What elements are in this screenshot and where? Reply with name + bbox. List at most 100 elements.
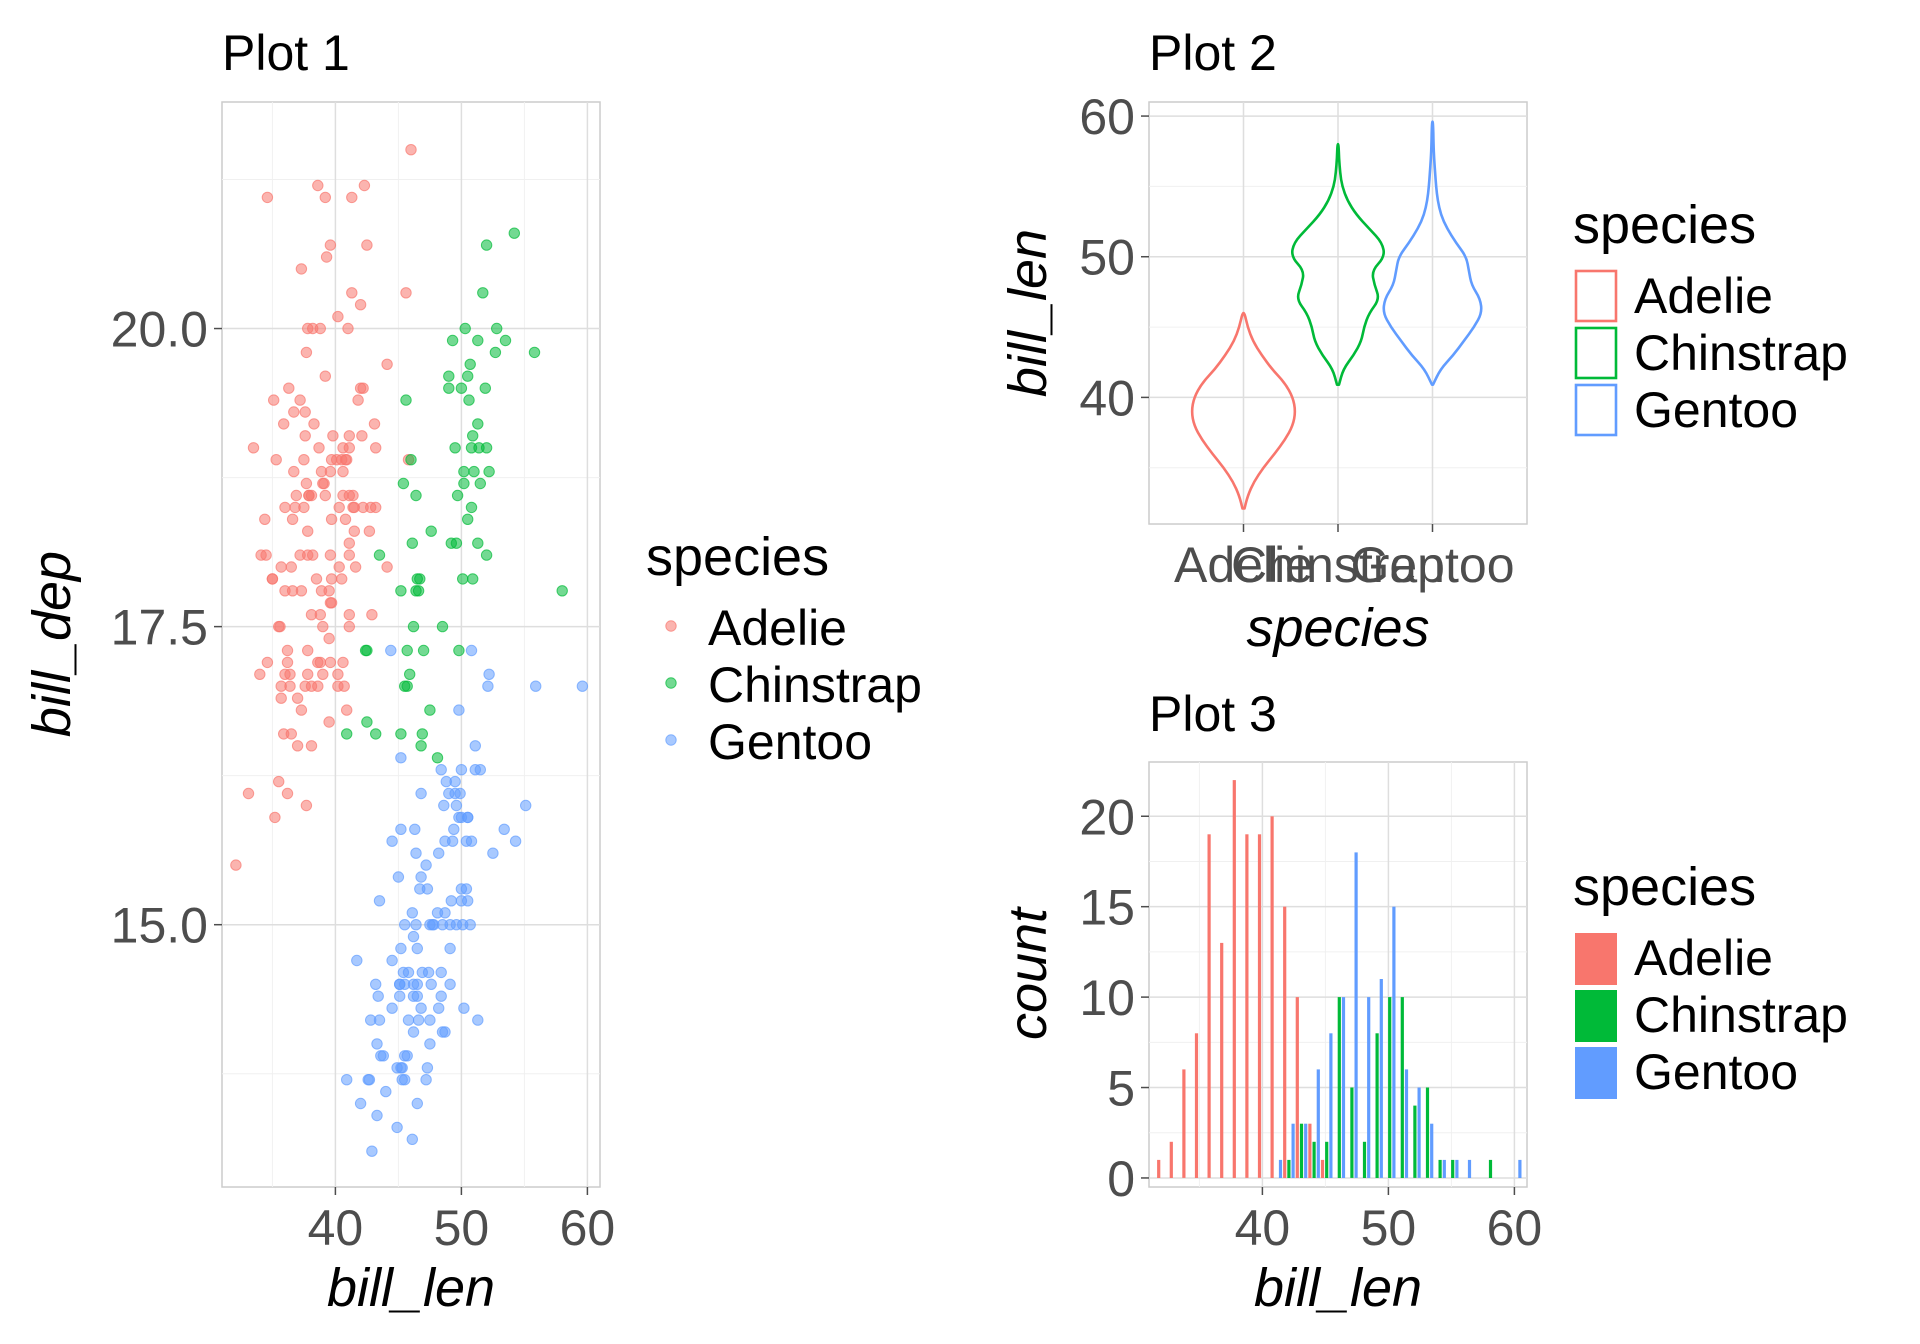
scatter-point-chinstrap bbox=[405, 454, 417, 466]
scatter-point-adelie bbox=[381, 561, 393, 573]
scatter-point-gentoo bbox=[431, 907, 444, 919]
legend-label-gentoo: Gentoo bbox=[1634, 382, 1798, 438]
scatter-point-adelie bbox=[332, 310, 344, 323]
scatter-point-gentoo bbox=[424, 1014, 436, 1026]
scatter-point-chinstrap bbox=[489, 346, 502, 359]
scatter-point-adelie bbox=[356, 430, 368, 442]
scatter-point-chinstrap bbox=[417, 644, 430, 657]
scatter-point-adelie bbox=[299, 406, 311, 418]
legend-key-gentoo bbox=[1575, 1047, 1617, 1099]
histogram-bar-adelie bbox=[1220, 942, 1224, 1178]
histogram-bar-gentoo bbox=[1367, 997, 1371, 1178]
scatter-point-gentoo bbox=[444, 978, 456, 990]
scatter-point-gentoo bbox=[399, 919, 411, 931]
scatter-point-gentoo bbox=[372, 990, 384, 1002]
scatter-point-chinstrap bbox=[458, 465, 470, 478]
scatter-point-adelie bbox=[260, 549, 272, 561]
y-tick-label: 15 bbox=[1079, 880, 1135, 936]
scatter-point-adelie bbox=[336, 573, 348, 585]
scatter-point-gentoo bbox=[402, 1014, 415, 1026]
scatter-point-adelie bbox=[341, 704, 353, 716]
scatter-point-adelie bbox=[302, 525, 314, 537]
scatter-point-adelie bbox=[312, 656, 324, 669]
scatter-point-adelie bbox=[302, 644, 314, 657]
scatter-point-adelie bbox=[294, 394, 306, 406]
histogram-bar-chinstrap bbox=[1488, 1159, 1493, 1178]
legend-key-chinstrap bbox=[1574, 326, 1618, 380]
histogram-bar-gentoo bbox=[1354, 852, 1358, 1178]
scatter-point-gentoo bbox=[415, 871, 427, 883]
legend-label-adelie: Adelie bbox=[708, 600, 847, 656]
scatter-point-adelie bbox=[333, 501, 345, 514]
scatter-point-adelie bbox=[291, 740, 304, 752]
y-tick-label: 60 bbox=[1079, 89, 1135, 145]
scatter-point-chinstrap bbox=[465, 442, 478, 454]
plot-1-title: Plot 1 bbox=[222, 25, 350, 81]
y-tick-label: 10 bbox=[1079, 970, 1135, 1026]
plot-1-legend-title: species bbox=[646, 527, 829, 587]
scatter-point-adelie bbox=[325, 454, 338, 466]
scatter-point-adelie bbox=[370, 442, 382, 454]
scatter-point-gentoo bbox=[396, 1074, 408, 1086]
histogram-bar-adelie bbox=[1320, 1159, 1325, 1178]
scatter-point-adelie bbox=[300, 799, 313, 812]
legend-label-adelie: Adelie bbox=[1634, 268, 1773, 324]
scatter-point-adelie bbox=[291, 692, 304, 704]
scatter-point-adelie bbox=[268, 394, 280, 406]
scatter-point-chinstrap bbox=[401, 644, 413, 657]
scatter-point-gentoo bbox=[406, 907, 418, 919]
histogram-bar-adelie bbox=[1295, 997, 1299, 1178]
plot-1-y-axis-label: bill_dep bbox=[22, 551, 82, 737]
histogram-bar-gentoo bbox=[1341, 997, 1346, 1178]
scatter-point-adelie bbox=[281, 787, 294, 800]
scatter-point-gentoo bbox=[385, 644, 397, 657]
scatter-point-chinstrap bbox=[446, 334, 459, 347]
scatter-point-chinstrap bbox=[406, 537, 418, 549]
plot-1-grid bbox=[222, 102, 600, 1187]
scatter-point-gentoo bbox=[455, 764, 468, 776]
scatter-point-gentoo bbox=[386, 954, 398, 967]
scatter-point-chinstrap bbox=[474, 477, 486, 490]
scatter-point-chinstrap bbox=[401, 680, 413, 692]
scatter-point-chinstrap bbox=[431, 752, 444, 764]
scatter-point-gentoo bbox=[401, 1050, 413, 1062]
plot-1-points bbox=[230, 144, 589, 1157]
scatter-point-adelie bbox=[308, 418, 320, 430]
legend-key-chinstrap bbox=[665, 677, 677, 689]
scatter-point-gentoo bbox=[435, 764, 447, 776]
scatter-point-adelie bbox=[338, 680, 350, 692]
histogram-bar-chinstrap bbox=[1425, 1087, 1430, 1178]
scatter-point-chinstrap bbox=[395, 728, 407, 740]
scatter-point-adelie bbox=[295, 585, 308, 597]
histogram-bar-adelie bbox=[1257, 834, 1262, 1178]
scatter-point-adelie bbox=[303, 489, 315, 502]
y-tick-label: 20.0 bbox=[111, 302, 208, 358]
scatter-point-adelie bbox=[319, 370, 331, 382]
histogram-bar-adelie bbox=[1169, 1141, 1173, 1178]
scatter-point-gentoo bbox=[415, 1002, 427, 1014]
scatter-point-chinstrap bbox=[361, 644, 373, 657]
scatter-point-adelie bbox=[348, 525, 360, 537]
plot-1-y-ticks: 15.0 17.5 20.0 bbox=[111, 302, 222, 954]
plot-2-y-ticks: 40 50 60 bbox=[1079, 89, 1149, 426]
histogram-bar-chinstrap bbox=[1299, 1123, 1304, 1178]
scatter-point-gentoo bbox=[407, 930, 420, 943]
scatter-point-gentoo bbox=[458, 1002, 470, 1014]
scatter-point-gentoo bbox=[444, 919, 456, 931]
scatter-point-chinstrap bbox=[410, 585, 422, 597]
legend-label-gentoo: Gentoo bbox=[1634, 1044, 1798, 1100]
scatter-point-adelie bbox=[343, 609, 355, 621]
scatter-point-chinstrap bbox=[467, 573, 479, 585]
scatter-point-adelie bbox=[358, 179, 371, 192]
histogram-bar-gentoo bbox=[1379, 979, 1383, 1178]
histogram-bar-gentoo bbox=[1404, 1069, 1409, 1178]
scatter-point-adelie bbox=[325, 513, 338, 525]
scatter-point-gentoo bbox=[410, 847, 422, 859]
scatter-point-adelie bbox=[279, 585, 291, 597]
scatter-point-chinstrap bbox=[425, 525, 437, 537]
scatter-point-chinstrap bbox=[491, 322, 503, 335]
scatter-point-adelie bbox=[343, 620, 355, 633]
histogram-bar-chinstrap bbox=[1438, 1159, 1442, 1178]
